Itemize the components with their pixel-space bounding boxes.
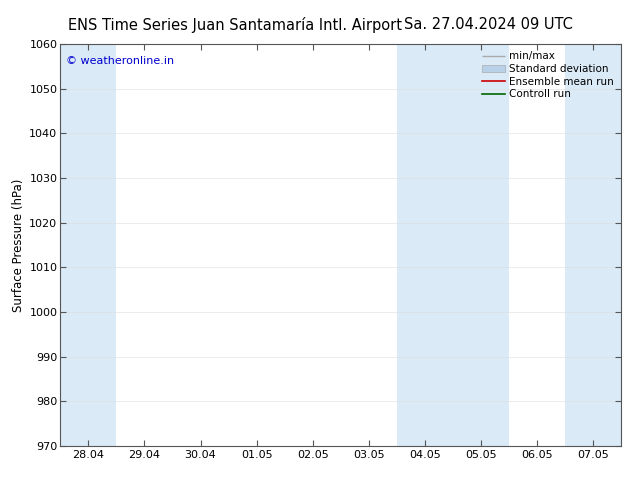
Text: ENS Time Series Juan Santamaría Intl. Airport: ENS Time Series Juan Santamaría Intl. Ai… <box>68 17 401 33</box>
Bar <box>397 44 509 446</box>
Legend: min/max, Standard deviation, Ensemble mean run, Controll run: min/max, Standard deviation, Ensemble me… <box>480 49 616 101</box>
Text: Sa. 27.04.2024 09 UTC: Sa. 27.04.2024 09 UTC <box>404 17 573 32</box>
Text: © weatheronline.in: © weatheronline.in <box>66 56 174 66</box>
Y-axis label: Surface Pressure (hPa): Surface Pressure (hPa) <box>12 178 25 312</box>
Bar <box>566 44 621 446</box>
Bar <box>60 44 117 446</box>
